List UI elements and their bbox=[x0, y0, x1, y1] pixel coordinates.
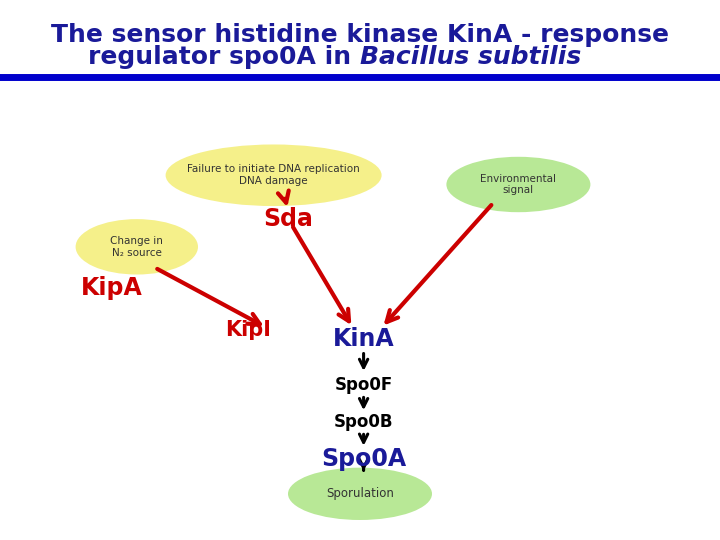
Ellipse shape bbox=[288, 468, 432, 520]
Text: Spo0A: Spo0A bbox=[321, 447, 406, 471]
Ellipse shape bbox=[166, 145, 382, 206]
Text: Spo0B: Spo0B bbox=[334, 413, 393, 431]
Text: Environmental
signal: Environmental signal bbox=[480, 174, 557, 195]
Text: regulator spo0A in: regulator spo0A in bbox=[88, 45, 360, 69]
Text: The sensor histidine kinase KinA - response: The sensor histidine kinase KinA - respo… bbox=[51, 23, 669, 47]
Text: KinA: KinA bbox=[333, 327, 395, 351]
Text: Failure to initiate DNA replication
DNA damage: Failure to initiate DNA replication DNA … bbox=[187, 165, 360, 186]
Ellipse shape bbox=[446, 157, 590, 212]
Text: KipI: KipI bbox=[225, 320, 271, 340]
Text: Change in
N₂ source: Change in N₂ source bbox=[110, 236, 163, 258]
Ellipse shape bbox=[76, 219, 198, 274]
Text: KipA: KipA bbox=[81, 276, 143, 300]
Text: Spo0F: Spo0F bbox=[335, 376, 392, 394]
Text: Sporulation: Sporulation bbox=[326, 487, 394, 501]
Text: Sda: Sda bbox=[263, 207, 313, 231]
Text: Bacillus subtilis: Bacillus subtilis bbox=[360, 45, 581, 69]
